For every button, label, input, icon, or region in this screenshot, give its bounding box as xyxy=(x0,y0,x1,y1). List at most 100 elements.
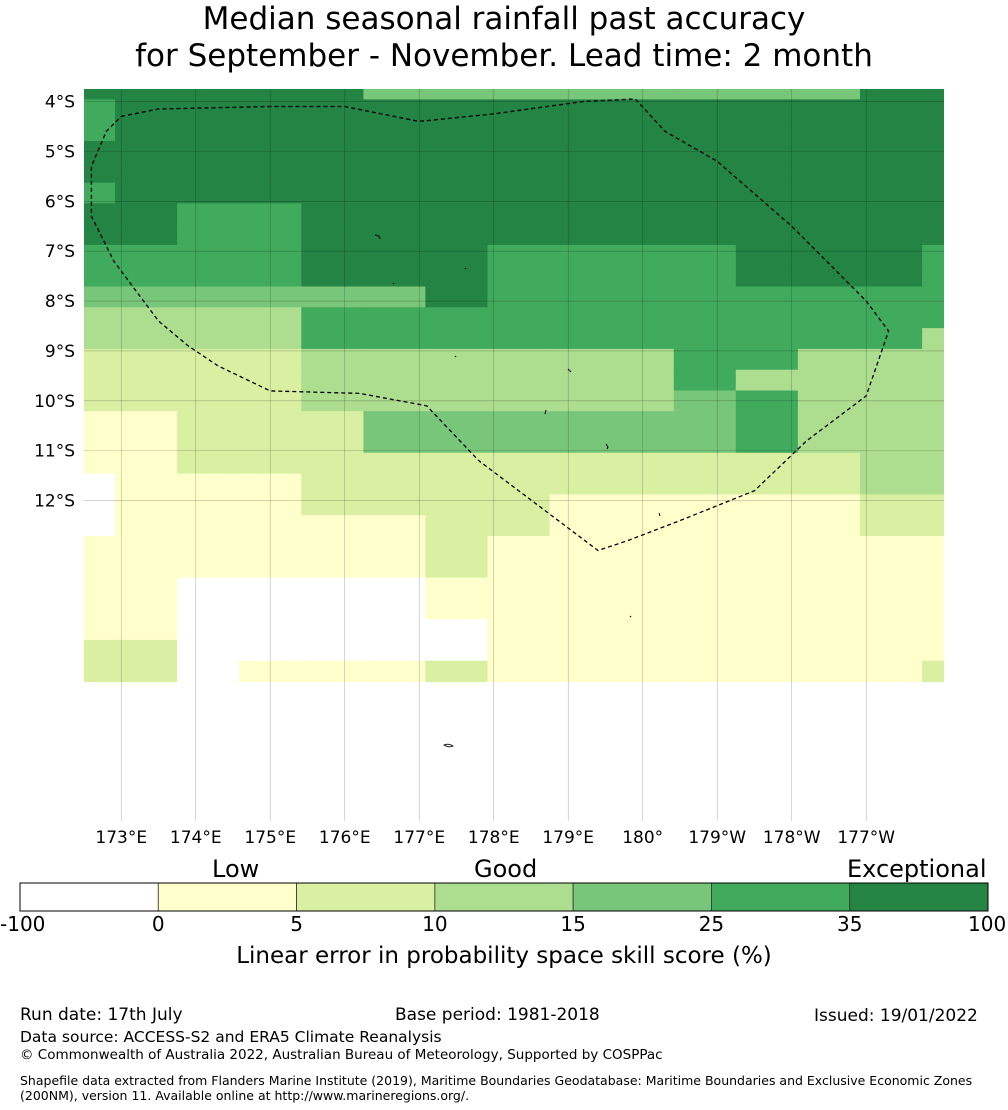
grid-cell xyxy=(301,494,364,516)
grid-cell xyxy=(177,348,240,371)
grid-cell xyxy=(984,557,1008,578)
grid-cell xyxy=(611,161,675,184)
grid-cell xyxy=(860,141,923,163)
grid-cell xyxy=(115,432,178,454)
grid-cell xyxy=(922,660,944,683)
grid-cell xyxy=(673,432,737,454)
grid-cell xyxy=(860,536,923,558)
grid-cell xyxy=(177,556,240,579)
grid-cell xyxy=(860,619,923,641)
grid-cell xyxy=(797,328,861,350)
grid-cell xyxy=(984,515,1008,536)
grid-cell xyxy=(84,473,116,495)
grid-cell xyxy=(735,639,799,662)
grid-cell xyxy=(301,660,364,683)
grid-cell xyxy=(611,141,675,163)
grid-cell xyxy=(735,328,799,350)
grid-cell xyxy=(239,224,302,246)
grid-cell xyxy=(549,536,613,558)
grid-cell xyxy=(984,162,1008,183)
grid-cell xyxy=(922,598,944,620)
grid-cell xyxy=(84,265,116,288)
grid-cell xyxy=(611,244,675,267)
grid-cell xyxy=(673,473,737,495)
grid-cell xyxy=(922,556,944,579)
grid-cell xyxy=(239,639,302,662)
grid-cell xyxy=(549,390,613,412)
grid-cell xyxy=(922,390,944,412)
longitude-label: 176°E xyxy=(319,828,371,848)
grid-cell xyxy=(860,473,923,495)
grid-cell xyxy=(922,89,944,100)
grid-cell xyxy=(239,577,302,599)
grid-cell xyxy=(611,224,675,246)
grid-cell xyxy=(239,619,302,641)
grid-cell xyxy=(984,120,1008,141)
grid-cell xyxy=(115,244,178,267)
grid-cell xyxy=(239,307,302,329)
grid-cell xyxy=(239,432,302,454)
grid-cell xyxy=(115,494,178,516)
longitude-label: 175°E xyxy=(244,828,296,848)
grid-cell xyxy=(487,494,551,516)
grid-cell xyxy=(115,348,178,371)
grid-cell xyxy=(984,453,1008,474)
grid-cell xyxy=(487,203,551,225)
grid-cell xyxy=(673,452,737,475)
grid-cell xyxy=(363,141,427,163)
latitude-label: 6°S xyxy=(45,192,75,212)
grid-cell xyxy=(673,619,737,641)
colorbar-tick-label: 35 xyxy=(836,912,863,936)
graticule xyxy=(84,89,944,821)
grid-cell xyxy=(115,473,178,495)
grid-cell xyxy=(549,369,613,392)
grid-cell xyxy=(611,536,675,558)
grid-cell xyxy=(301,452,364,475)
grid-cell xyxy=(984,619,1008,640)
grid-cell xyxy=(984,99,1008,120)
grid-cell xyxy=(984,141,1008,162)
grid-cell xyxy=(115,577,178,599)
grid-cell xyxy=(984,245,1008,266)
grid-cell xyxy=(549,598,613,620)
grid-cell xyxy=(735,120,799,142)
grid-cell xyxy=(301,598,364,620)
grid-cell xyxy=(735,89,799,100)
grid-cell xyxy=(922,515,944,537)
grid-cell xyxy=(673,203,737,225)
grid-cell xyxy=(984,328,1008,349)
grid-cell xyxy=(301,141,364,163)
grid-cell xyxy=(363,286,427,308)
grid-cell xyxy=(984,307,1008,328)
latitude-label: 8°S xyxy=(45,292,75,312)
colorbar-outline xyxy=(19,882,989,912)
grid-cell xyxy=(860,244,923,267)
colorbar-tick-label: 0 xyxy=(151,912,165,936)
grid-cell xyxy=(797,411,861,433)
grid-cell xyxy=(84,639,116,662)
grid-cell xyxy=(735,619,799,641)
grid-cell xyxy=(984,661,1008,682)
grid-cell xyxy=(860,369,923,392)
grid-cell xyxy=(239,203,302,225)
grid-cell xyxy=(115,224,178,246)
grid-cell xyxy=(611,369,675,392)
grid-cell xyxy=(984,79,1008,100)
grid-cell xyxy=(115,515,178,537)
grid-cell xyxy=(115,328,178,350)
grid-cell xyxy=(735,432,799,454)
grid-cell xyxy=(735,515,799,537)
grid-cell xyxy=(922,536,944,558)
grid-cell xyxy=(673,369,737,392)
grid-cell xyxy=(177,307,240,329)
grid-cell xyxy=(84,432,116,454)
grid-cell xyxy=(549,348,613,371)
grid-cell xyxy=(425,473,489,495)
grid-cell xyxy=(611,432,675,454)
grid-cell xyxy=(735,494,799,516)
grid-cell xyxy=(84,660,116,683)
grid-cell xyxy=(487,660,551,683)
grid-cell xyxy=(363,244,427,267)
grid-cell xyxy=(301,473,364,495)
